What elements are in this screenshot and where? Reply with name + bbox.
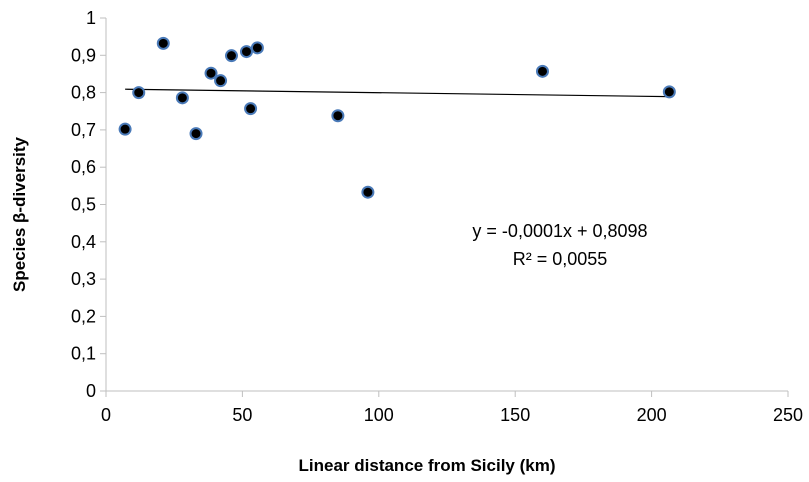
data-points [118, 36, 676, 199]
data-point [118, 122, 132, 136]
data-point [189, 127, 203, 141]
y-axis-title: Species β-diversity [10, 136, 29, 291]
x-tick-label: 100 [364, 405, 394, 425]
data-point [132, 86, 146, 100]
r-squared-label: R² = 0,0055 [513, 249, 608, 269]
data-point [239, 45, 253, 59]
x-tick-label: 200 [637, 405, 667, 425]
x-tick-label: 50 [232, 405, 252, 425]
y-tick-label: 0,6 [71, 157, 96, 177]
x-axis-title: Linear distance from Sicily (km) [299, 456, 556, 475]
y-tick-label: 0,7 [71, 120, 96, 140]
y-tick-label: 0,9 [71, 45, 96, 65]
data-point [250, 41, 264, 55]
y-tick-label: 1 [86, 8, 96, 28]
data-point [214, 74, 228, 88]
y-axis-ticks: 0 0,1 0,2 0,3 0,4 0,5 0,6 0,7 0,8 0,9 1 [71, 8, 106, 401]
trendline-group [125, 88, 670, 98]
y-tick-label: 0 [86, 381, 96, 401]
data-point [175, 91, 189, 105]
y-tick-label: 0,8 [71, 83, 96, 103]
x-axis-ticks: 0 50 100 150 200 250 [101, 391, 803, 425]
data-point [156, 36, 170, 50]
x-tick-label: 150 [500, 405, 530, 425]
y-tick-label: 0,2 [71, 306, 96, 326]
data-point [244, 102, 258, 116]
x-tick-label: 250 [773, 405, 803, 425]
data-point [361, 185, 375, 199]
trendline-equation: y = -0,0001x + 0,8098 [472, 221, 647, 241]
data-point [204, 66, 218, 80]
y-tick-label: 0,5 [71, 195, 96, 215]
data-point [224, 49, 238, 63]
y-tick-label: 0,3 [71, 269, 96, 289]
data-point [662, 85, 676, 99]
data-point [331, 109, 345, 123]
x-tick-label: 0 [101, 405, 111, 425]
data-point [535, 64, 549, 78]
y-tick-label: 0,4 [71, 232, 96, 252]
y-tick-label: 0,1 [71, 344, 96, 364]
trendline [125, 88, 670, 98]
